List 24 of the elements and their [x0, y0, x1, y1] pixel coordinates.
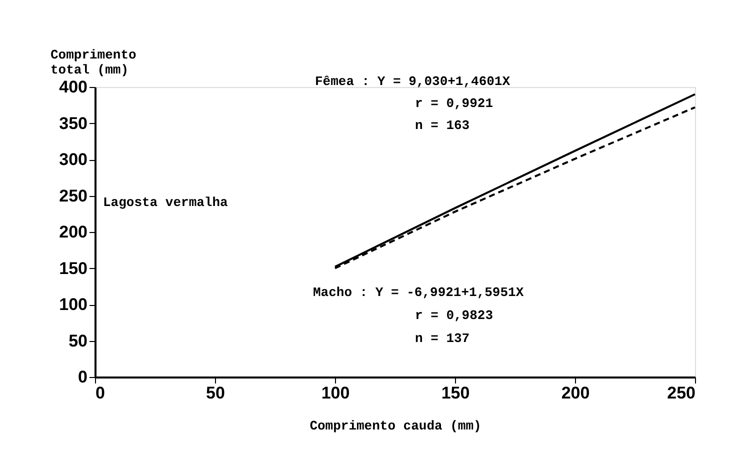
y-tick-label: 350: [59, 114, 88, 133]
y-tick-label: 50: [68, 331, 88, 350]
y-tick-label: 400: [59, 78, 88, 96]
x-axis-title: Comprimento cauda (mm): [310, 418, 482, 434]
x-tick-label: 100: [321, 384, 350, 402]
y-tick-label: 150: [59, 258, 88, 278]
annotation: Lagosta vermalha: [103, 195, 228, 210]
y-tick-label: 250: [59, 186, 88, 206]
x-tick-label: 50: [206, 384, 225, 402]
annotation: Fêmea : Y = 9,030+1,4601X: [315, 74, 510, 89]
y-tick-label: 100: [59, 295, 88, 314]
x-tick-label: 250: [667, 384, 696, 402]
annotation: n = 163: [415, 118, 470, 133]
x-tick-label: 150: [441, 384, 470, 402]
y-tick-label: 200: [59, 222, 88, 242]
y-tick-label: 0: [78, 368, 88, 386]
annotation: n = 137: [415, 331, 470, 346]
x-tick-label: 200: [561, 384, 590, 402]
x-tick-label: 0: [96, 384, 105, 402]
annotation: r = 0,9823: [415, 308, 494, 323]
annotation: r = 0,9921: [415, 96, 494, 111]
y-axis-title: Comprimento total (mm): [50, 48, 137, 78]
annotation: Macho : Y = -6,9921+1,5951X: [313, 285, 524, 300]
y-tick-label: 300: [59, 150, 88, 169]
